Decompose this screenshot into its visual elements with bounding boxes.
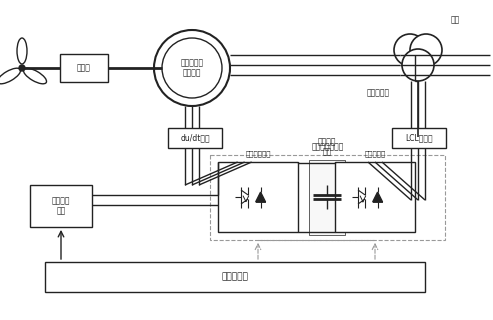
Ellipse shape <box>24 68 46 84</box>
Bar <box>168 128 222 148</box>
Bar <box>60 54 108 82</box>
Bar <box>218 162 298 232</box>
Bar <box>210 155 445 240</box>
Ellipse shape <box>0 68 21 84</box>
Polygon shape <box>373 192 383 202</box>
Text: 网侧变换器: 网侧变换器 <box>364 151 386 157</box>
Text: 系统控制器: 系统控制器 <box>221 273 248 282</box>
Text: 转子励磁变换器: 转子励磁变换器 <box>311 142 344 151</box>
Text: 撬棒保护
装置: 撬棒保护 装置 <box>52 196 70 216</box>
Circle shape <box>162 38 222 98</box>
Text: 转子侧变换器: 转子侧变换器 <box>245 151 271 157</box>
Text: du/dt电感: du/dt电感 <box>180 133 210 142</box>
Circle shape <box>19 65 25 71</box>
Polygon shape <box>256 192 266 202</box>
Bar <box>30 185 92 227</box>
Bar <box>45 262 425 292</box>
Text: 双馈感应风
力发电机: 双馈感应风 力发电机 <box>180 58 204 78</box>
Circle shape <box>402 49 434 81</box>
Bar <box>335 162 415 232</box>
Bar <box>309 160 345 235</box>
Circle shape <box>154 30 230 106</box>
Ellipse shape <box>17 38 27 64</box>
Circle shape <box>410 34 442 66</box>
Text: LCL滤波器: LCL滤波器 <box>405 133 433 142</box>
Text: 并网变压器: 并网变压器 <box>367 89 390 98</box>
Text: 直流母线
电容: 直流母线 电容 <box>318 137 336 157</box>
Bar <box>392 128 446 148</box>
Circle shape <box>394 34 426 66</box>
Text: 电网: 电网 <box>451 15 459 25</box>
Text: 齿轮箱: 齿轮箱 <box>77 63 91 73</box>
